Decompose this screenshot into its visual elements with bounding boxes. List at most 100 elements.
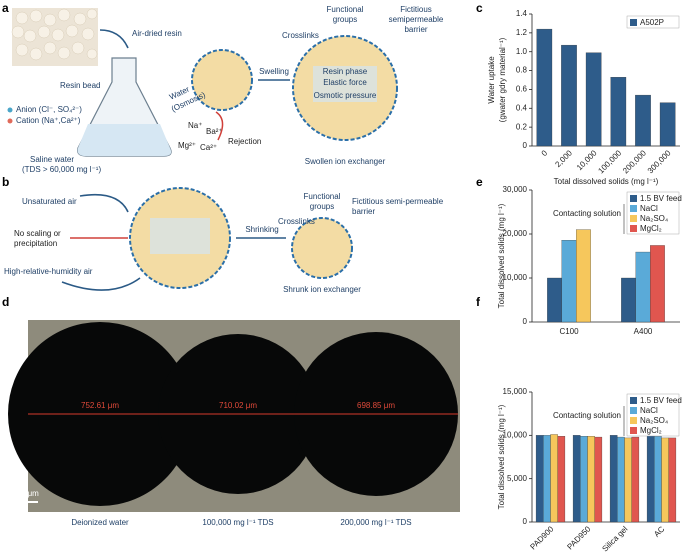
y-axis-label: Water uptake <box>487 56 496 104</box>
bar <box>631 436 640 523</box>
y-axis-label: (gwater gdry material⁻¹) <box>498 37 507 122</box>
label: Rejection <box>228 137 261 146</box>
legend-label: Cation (Na⁺,Ca²⁺) <box>16 116 81 125</box>
bar <box>668 437 677 523</box>
label: High-relative-humidity air <box>4 267 93 276</box>
legend-label: NaCl <box>640 204 658 213</box>
diagram-a: Air-dried resin Resin bead Anion (Cl⁻, S… <box>7 5 444 174</box>
label: barrier <box>404 25 427 34</box>
legend-swatch <box>630 205 637 212</box>
bar <box>572 435 581 523</box>
legend-label: MgCl₂ <box>640 224 662 233</box>
label: Saline water <box>30 155 74 164</box>
diameter: 752.61 μm <box>81 401 119 410</box>
legend-box <box>626 15 680 29</box>
y-tick-label: 1.0 <box>516 47 528 56</box>
bar <box>635 94 651 147</box>
legend-label: NaCl <box>640 406 658 415</box>
y-tick-label: 0 <box>523 517 528 526</box>
bar <box>580 436 588 523</box>
diameter: 710.02 μm <box>219 401 257 410</box>
label: Air-dried resin <box>132 29 182 38</box>
bar <box>650 245 665 323</box>
x-tick-label: 200,000 <box>621 148 648 175</box>
legend-swatch <box>630 427 637 434</box>
ion: Ba²⁺ <box>206 127 223 136</box>
x-tick-label: AC <box>652 524 666 538</box>
label: precipitation <box>14 239 57 248</box>
legend-label: Na₂SO₄ <box>640 214 668 223</box>
x-tick-label: 100,000 <box>596 148 623 175</box>
label: Swollen ion exchanger <box>305 157 386 166</box>
y-tick-label: 10,000 <box>503 430 528 439</box>
y-tick-label: 10,000 <box>503 273 528 282</box>
y-tick-label: 0.6 <box>516 85 528 94</box>
y-tick-label: 15,000 <box>503 387 528 396</box>
x-tick-label: 10,000 <box>575 148 599 172</box>
y-tick-label: 1.4 <box>516 9 528 18</box>
y-tick-label: 0.2 <box>516 122 528 131</box>
legend-label: Na₂SO₄ <box>640 416 668 425</box>
bar <box>594 436 603 523</box>
bar <box>561 240 577 323</box>
bar <box>536 28 553 147</box>
y-tick-label: 30,000 <box>503 185 528 194</box>
label: Osmotic pressure <box>314 91 377 100</box>
label: (TDS > 60,000 mg l⁻¹) <box>22 165 101 174</box>
label: No scaling or <box>14 229 61 238</box>
y-tick-label: 5,000 <box>507 474 528 483</box>
bar <box>535 435 544 523</box>
label: Functional <box>304 192 341 201</box>
ion: Ca²⁺ <box>200 143 217 152</box>
x-tick-label: Silica gel <box>600 524 629 553</box>
bar <box>547 277 562 323</box>
x-tick-label: 300,000 <box>646 148 673 175</box>
legend-swatch <box>630 407 637 414</box>
label: Fictitious <box>400 5 432 14</box>
label: Resin phase <box>323 67 368 76</box>
saline-water <box>77 124 172 156</box>
bar <box>576 229 591 323</box>
y-tick-label: 1.2 <box>516 28 528 37</box>
scale-bar: 100 μm <box>12 489 39 498</box>
legend-label: Anion (Cl⁻, SO₄²⁻) <box>16 105 82 114</box>
diameter: 698.85 μm <box>357 401 395 410</box>
legend-swatch <box>630 215 637 222</box>
y-tick-label: 20,000 <box>503 229 528 238</box>
bar <box>654 436 662 523</box>
legend-swatch <box>630 225 637 232</box>
label: Resin bead <box>60 81 100 90</box>
x-tick-label: PAD900 <box>528 524 555 551</box>
panel-letter: c <box>476 1 483 15</box>
bar <box>646 435 655 523</box>
label: Fictitious semi-permeable <box>352 197 444 206</box>
bar <box>661 437 669 523</box>
y-tick-label: 0 <box>523 317 528 326</box>
ion: Mg²⁺ <box>178 141 196 150</box>
label: groups <box>310 202 334 211</box>
x-tick-label: PAD950 <box>565 524 592 551</box>
x-tick-label: A400 <box>634 327 653 336</box>
x-tick-label: 2,000 <box>553 148 574 169</box>
bar <box>635 251 651 323</box>
legend-label: MgCl₂ <box>640 426 662 435</box>
x-tick-label: 0 <box>540 148 550 158</box>
bar <box>561 44 577 147</box>
legend-swatch <box>630 19 637 26</box>
micrographs: 752.61 μm 710.02 μm 698.85 μm 100 μm Dei… <box>8 320 460 527</box>
legend-swatch <box>630 397 637 404</box>
caption: Deionized water <box>71 518 129 527</box>
label: Crosslinks <box>282 31 319 40</box>
bar <box>543 435 551 523</box>
label: semipermeable <box>389 15 444 24</box>
bar <box>624 437 632 523</box>
bar <box>557 436 566 523</box>
bead <box>291 217 353 279</box>
annotation: Contacting solution <box>553 411 621 420</box>
legend-label: A502P <box>640 18 664 27</box>
x-tick-label: C100 <box>559 327 579 336</box>
label: Shrinking <box>245 225 278 234</box>
legend-label: 1.5 BV feed <box>640 396 682 405</box>
y-tick-label: 0.8 <box>516 66 528 75</box>
label: Functional <box>327 5 364 14</box>
